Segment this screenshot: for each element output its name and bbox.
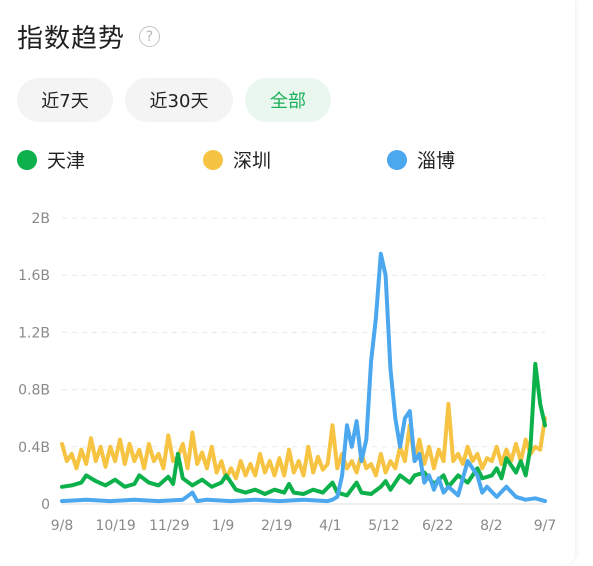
x-axis-ticks: 9/8 10/19 11/29 1/9 2/19 4/1 5/12 6/22 8/2 9/7 [51, 518, 557, 534]
x-tick-label: 8/2 [480, 518, 503, 534]
y-tick-label: 0.8B [18, 383, 50, 399]
y-axis-ticks: 0 0.4B 0.8B 1.2B 1.6B 2B [18, 211, 50, 513]
legend-label: 淄博 [417, 150, 456, 172]
legend-label: 深圳 [233, 150, 272, 172]
series-line-2 [60, 251, 547, 504]
page-title: 指数趋势 [17, 24, 126, 54]
x-tick-label: 6/22 [422, 518, 453, 534]
x-tick-label: 11/29 [149, 518, 189, 534]
x-tick-label: 4/1 [319, 518, 342, 534]
x-tick-label: 5/12 [368, 518, 399, 534]
legend-dot-icon [17, 149, 37, 170]
x-tick-label: 9/7 [534, 518, 557, 534]
legend-dot-icon [387, 149, 407, 170]
index-trend-card: 指数趋势 ? 近7天 近30天 全部 天津 深圳 淄博 0 0.4B 0.8B 1.2… [17, 18, 577, 534]
series-line-1 [60, 401, 547, 481]
time-range-tabs: 近7天 近30天 全部 [17, 78, 331, 122]
chart-legend: 天津 深圳 淄博 [17, 146, 577, 176]
y-tick-label: 1.2B [18, 325, 50, 341]
x-tick-label: 1/9 [212, 518, 235, 534]
x-tick-label: 9/8 [51, 518, 74, 534]
legend-item-shenzhen[interactable]: 深圳 [203, 146, 271, 173]
legend-item-zibo[interactable]: 淄博 [387, 146, 455, 173]
tab-7-days[interactable]: 近7天 [17, 78, 113, 122]
x-tick-label: 10/19 [95, 518, 135, 534]
y-tick-label: 0 [41, 497, 50, 513]
header: 指数趋势 ? [17, 18, 161, 55]
question-circle-icon[interactable]: ? [139, 26, 161, 47]
x-tick-label: 2/19 [261, 518, 292, 534]
y-tick-label: 2B [31, 211, 50, 227]
trend-line-chart: 0 0.4B 0.8B 1.2B 1.6B 2B 9/8 10/19 11/29 1/9 2/19… [18, 211, 557, 534]
tab-30-days[interactable]: 近30天 [125, 78, 233, 122]
chart-grid [62, 217, 545, 505]
legend-label: 天津 [47, 150, 86, 172]
y-tick-label: 1.6B [18, 268, 50, 284]
chart-series [60, 251, 547, 504]
y-tick-label: 0.4B [18, 440, 50, 456]
series-line-0 [60, 361, 547, 498]
legend-dot-icon [203, 149, 223, 170]
tab-all[interactable]: 全部 [245, 78, 331, 122]
legend-item-tianjin[interactable]: 天津 [17, 146, 85, 173]
